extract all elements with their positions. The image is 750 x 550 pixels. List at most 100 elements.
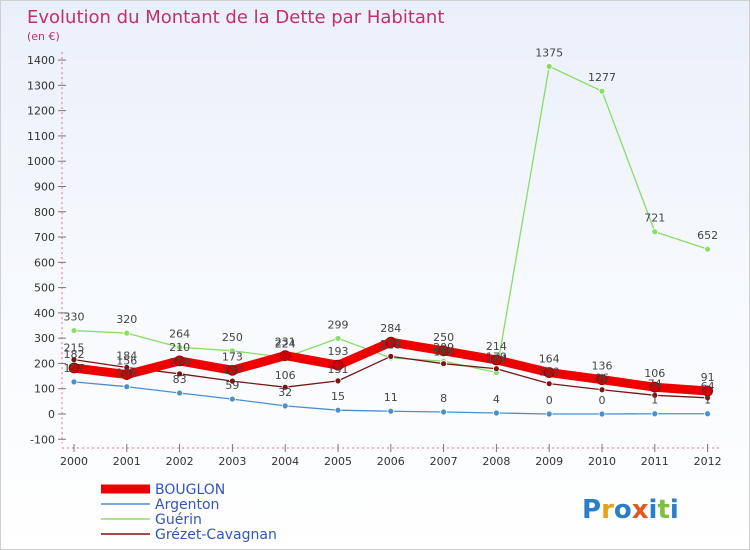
data-label: 179 [486, 351, 507, 364]
data-label: 250 [433, 331, 454, 344]
data-label: 299 [328, 318, 349, 331]
data-point [545, 380, 553, 388]
data-point [334, 335, 342, 342]
data-label: 721 [644, 212, 665, 225]
data-label: 215 [64, 342, 85, 355]
x-tick-label: 2000 [60, 455, 88, 468]
y-tick-label: 500 [34, 282, 55, 295]
data-point [281, 383, 289, 391]
data-label: 0 [546, 394, 553, 407]
data-label: 320 [116, 313, 137, 326]
data-point [70, 378, 78, 386]
data-point [598, 410, 606, 418]
data-point [492, 409, 500, 417]
legend-label: Guérin [155, 512, 202, 528]
data-point [121, 369, 133, 380]
data-point [598, 87, 606, 95]
data-point [332, 359, 344, 371]
data-label: 64 [701, 380, 715, 393]
data-point [387, 407, 395, 415]
data-point [228, 395, 236, 403]
data-point [598, 386, 606, 394]
y-tick-label: 1300 [27, 79, 55, 92]
x-tick-label: 2004 [271, 455, 299, 468]
data-point [651, 410, 659, 418]
data-point [490, 354, 502, 366]
svg-text:Proxiti: Proxiti [582, 495, 679, 525]
x-tick-label: 2003 [218, 455, 246, 468]
data-label: 74 [648, 377, 662, 390]
data-label: 214 [486, 340, 507, 353]
data-point [545, 410, 553, 418]
x-tick-label: 2011 [641, 455, 669, 468]
data-label: 83 [173, 373, 187, 386]
data-point [228, 377, 236, 385]
data-point [492, 365, 500, 373]
data-point [176, 370, 184, 378]
data-label: 250 [222, 331, 243, 344]
data-label: 130 [222, 363, 243, 376]
data-point [651, 228, 659, 236]
data-label: 173 [222, 350, 243, 363]
data-point [281, 402, 289, 410]
chart-subtitle: (en €) [27, 30, 60, 43]
data-label: 120 [539, 366, 560, 379]
chart-title: Evolution du Montant de la Dette par Hab… [27, 7, 444, 28]
data-point [334, 377, 342, 385]
data-label: 32 [278, 386, 292, 399]
data-label: 1 [704, 394, 711, 407]
data-label: 222 [380, 338, 401, 351]
data-label: 330 [64, 311, 85, 324]
data-label: 127 [64, 362, 85, 375]
y-tick-label: 1000 [27, 155, 55, 168]
data-point [440, 408, 448, 416]
y-tick-label: 400 [34, 307, 55, 320]
x-tick-label: 2008 [482, 455, 510, 468]
x-tick-label: 2012 [694, 455, 722, 468]
y-tick-label: 600 [34, 256, 55, 269]
data-label: 91 [701, 371, 715, 384]
data-label: 164 [539, 353, 560, 366]
data-point [123, 329, 131, 337]
data-label: 108 [116, 367, 137, 380]
x-tick-label: 2001 [113, 455, 141, 468]
y-tick-label: 900 [34, 180, 55, 193]
data-point [704, 410, 711, 418]
x-tick-label: 2007 [430, 455, 458, 468]
legend-label: Argenton [155, 497, 219, 513]
axes: -100010020030040050060070080090010001100… [27, 52, 722, 468]
series-bouglon [68, 336, 713, 397]
data-label: 164 [486, 353, 507, 366]
data-label: 4 [493, 393, 500, 406]
y-tick-label: 1100 [27, 130, 55, 143]
data-label: 210 [169, 341, 190, 354]
data-label: 136 [592, 360, 613, 373]
data-label: 59 [225, 379, 239, 392]
data-label: 131 [328, 363, 349, 376]
data-label: 284 [380, 322, 401, 335]
data-point [174, 355, 186, 367]
legend-item: Argenton [101, 497, 219, 513]
data-point [649, 381, 661, 393]
x-tick-label: 2010 [588, 455, 616, 468]
data-point [226, 364, 238, 376]
data-point [334, 406, 342, 414]
legend-item: Guérin [101, 512, 202, 528]
y-tick-label: 200 [34, 357, 55, 370]
y-tick-label: 1400 [27, 54, 55, 67]
legend-label: BOUGLON [155, 482, 225, 498]
data-label: 106 [644, 367, 665, 380]
data-label: 209 [433, 341, 454, 354]
data-label: 159 [169, 356, 190, 369]
data-point [387, 352, 395, 360]
data-point [123, 383, 131, 391]
data-point [440, 360, 448, 368]
x-tick-label: 2006 [377, 455, 405, 468]
data-label: 228 [380, 338, 401, 351]
data-label: 199 [433, 346, 454, 359]
legend-label: Grézet-Cavagnan [155, 527, 277, 543]
data-point [704, 245, 711, 253]
